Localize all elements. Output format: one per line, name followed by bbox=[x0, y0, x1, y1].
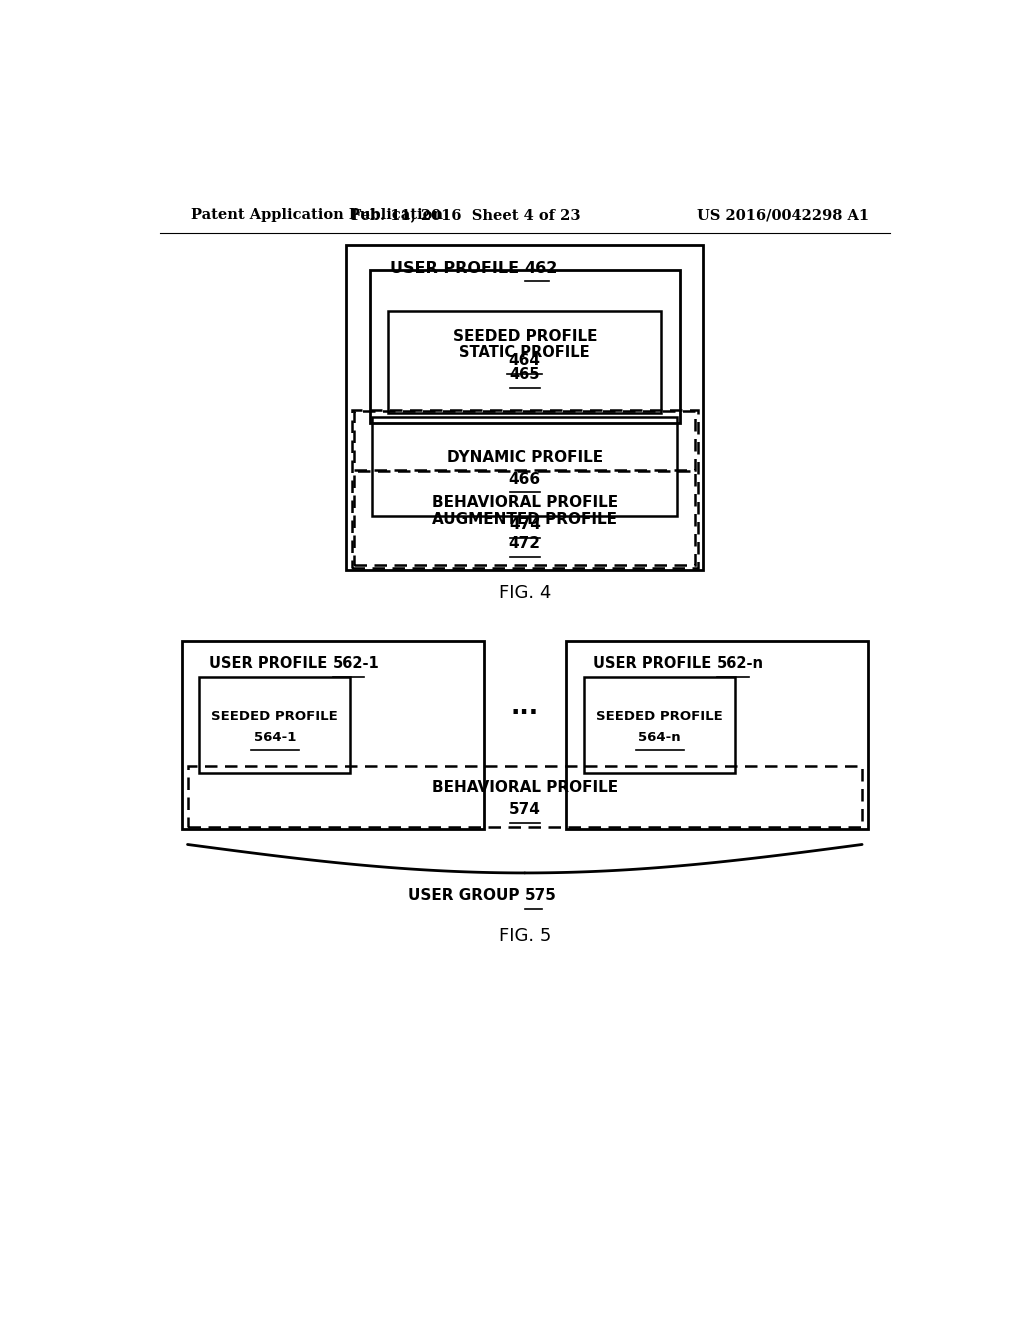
Text: 562-n: 562-n bbox=[717, 656, 764, 671]
Text: DYNAMIC PROFILE: DYNAMIC PROFILE bbox=[446, 450, 603, 465]
Bar bbox=[566, 642, 867, 829]
Bar bbox=[388, 312, 662, 412]
Text: AUGMENTED PROFILE: AUGMENTED PROFILE bbox=[432, 512, 617, 527]
Text: FIG. 4: FIG. 4 bbox=[499, 585, 551, 602]
Text: Patent Application Publication: Patent Application Publication bbox=[191, 209, 443, 222]
Text: SEEDED PROFILE: SEEDED PROFILE bbox=[453, 329, 597, 343]
Text: USER GROUP: USER GROUP bbox=[408, 888, 524, 903]
Bar bbox=[354, 412, 695, 470]
Bar bbox=[346, 244, 703, 570]
Text: BEHAVIORAL PROFILE: BEHAVIORAL PROFILE bbox=[432, 495, 617, 511]
Text: USER PROFILE: USER PROFILE bbox=[209, 656, 333, 671]
Text: SEEDED PROFILE: SEEDED PROFILE bbox=[211, 710, 338, 723]
Text: FIG. 5: FIG. 5 bbox=[499, 927, 551, 945]
Text: 574: 574 bbox=[509, 803, 541, 817]
Text: 564-n: 564-n bbox=[638, 731, 681, 743]
Text: STATIC PROFILE: STATIC PROFILE bbox=[460, 345, 590, 360]
Bar bbox=[370, 271, 680, 422]
Text: 464: 464 bbox=[509, 354, 541, 368]
Text: 564-1: 564-1 bbox=[254, 731, 296, 743]
Bar bbox=[182, 642, 483, 829]
Text: USER PROFILE: USER PROFILE bbox=[594, 656, 717, 671]
Text: 466: 466 bbox=[509, 471, 541, 487]
Text: 474: 474 bbox=[509, 517, 541, 532]
Text: Feb. 11, 2016  Sheet 4 of 23: Feb. 11, 2016 Sheet 4 of 23 bbox=[350, 209, 580, 222]
Bar bbox=[373, 417, 677, 516]
Text: BEHAVIORAL PROFILE: BEHAVIORAL PROFILE bbox=[432, 780, 617, 795]
Text: 462: 462 bbox=[524, 260, 558, 276]
Bar bbox=[200, 677, 350, 774]
Bar bbox=[354, 471, 695, 565]
Text: US 2016/0042298 A1: US 2016/0042298 A1 bbox=[696, 209, 868, 222]
Text: 472: 472 bbox=[509, 536, 541, 552]
Text: 575: 575 bbox=[524, 888, 557, 903]
Bar bbox=[585, 677, 735, 774]
Bar bbox=[352, 411, 697, 568]
Text: 562-1: 562-1 bbox=[333, 656, 380, 671]
Text: USER PROFILE: USER PROFILE bbox=[390, 260, 524, 276]
Text: 465: 465 bbox=[510, 367, 540, 381]
Bar bbox=[187, 766, 862, 828]
Text: ...: ... bbox=[511, 696, 539, 719]
Text: SEEDED PROFILE: SEEDED PROFILE bbox=[596, 710, 723, 723]
